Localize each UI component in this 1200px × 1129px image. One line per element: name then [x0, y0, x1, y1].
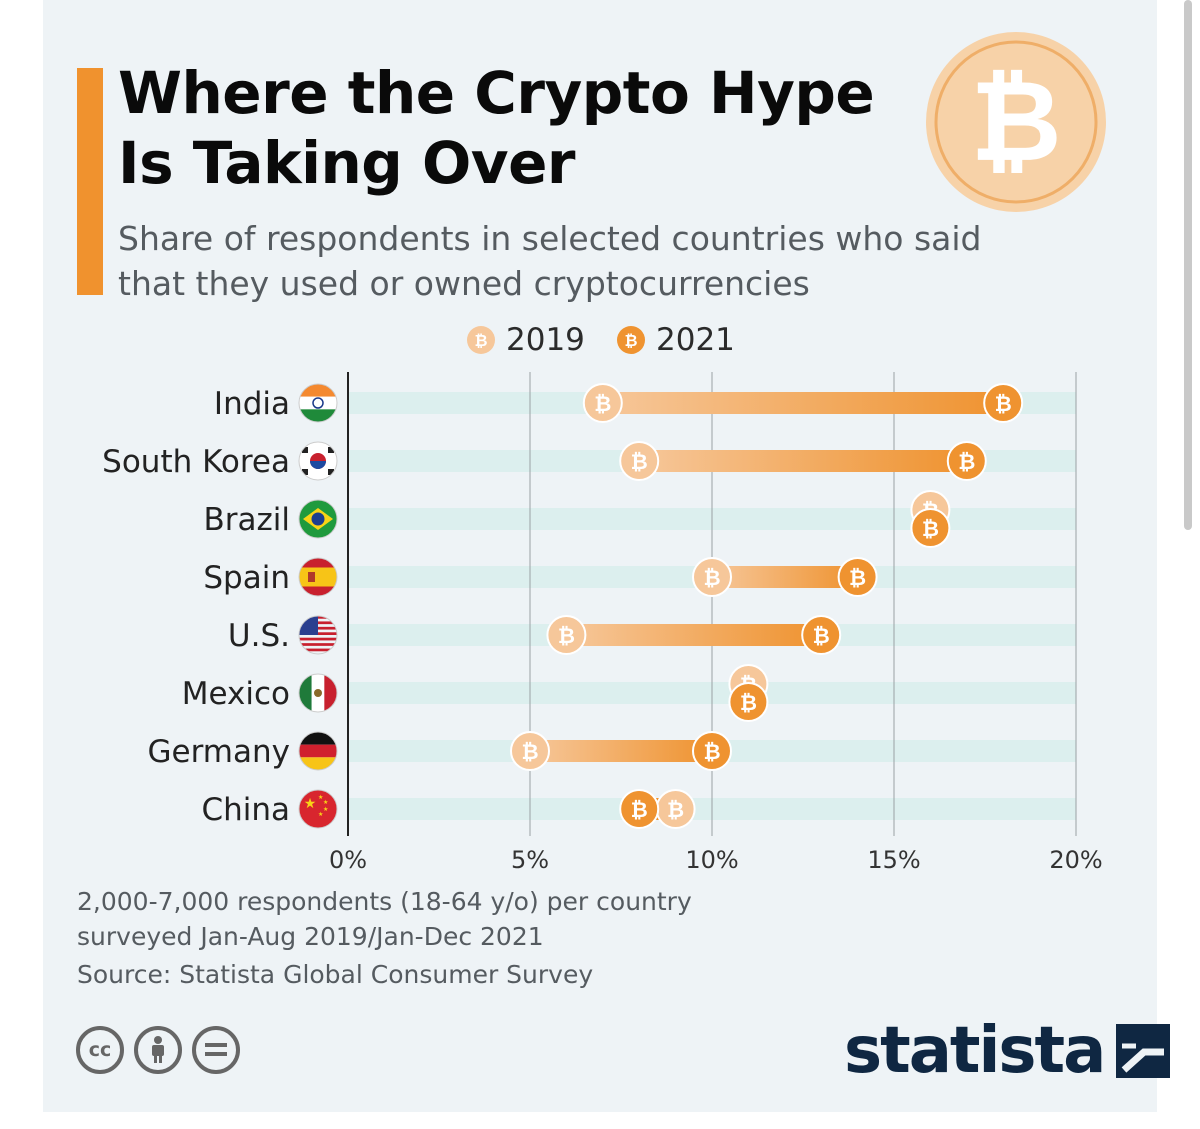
range-bar	[530, 740, 712, 762]
bitcoin-icon: ₿	[617, 326, 645, 354]
flag-mexico-icon	[298, 673, 338, 713]
bitcoin-icon: ₿	[926, 32, 1106, 212]
point-2021	[983, 383, 1024, 423]
range-bar	[566, 624, 822, 646]
statista-brand[interactable]: statista	[844, 1014, 1171, 1088]
svg-text:₿: ₿	[970, 57, 1061, 187]
country-label: U.S.	[228, 618, 290, 654]
point-2021	[728, 682, 769, 722]
bitcoin-icon: ₿	[558, 624, 575, 648]
flag-china-icon: ★ ★★★★	[298, 789, 338, 829]
bitcoin-icon: ₿	[740, 691, 757, 715]
person-icon[interactable]	[134, 1026, 182, 1074]
bitcoin-icon: ₿	[703, 566, 720, 590]
flag-india-icon	[298, 383, 338, 423]
legend-item-2021: ₿ 2021	[616, 322, 735, 358]
chart-subtitle: Share of respondents in selected countri…	[118, 219, 982, 303]
tick-label: 0%	[329, 846, 367, 874]
scrollbar[interactable]	[1184, 0, 1192, 530]
country-label: Spain	[203, 560, 290, 596]
country-label: Mexico	[182, 676, 290, 712]
point-2021	[619, 789, 660, 829]
point-2021	[837, 557, 878, 597]
statista-logo-icon	[1116, 1024, 1171, 1078]
range-bar	[639, 450, 967, 472]
country-label: India	[214, 386, 290, 422]
bitcoin-icon: ₿	[813, 624, 830, 648]
tick-label: 15%	[867, 846, 920, 874]
point-2021	[946, 441, 987, 481]
range-bar	[712, 566, 858, 588]
bitcoin-icon: ₿	[703, 740, 720, 764]
svg-text:★: ★	[318, 794, 323, 801]
bitcoin-icon: ₿	[521, 740, 538, 764]
flag-south-korea-icon	[298, 441, 338, 481]
accent-bar	[77, 68, 103, 295]
flag-spain-icon	[298, 557, 338, 597]
flag-us-icon	[298, 615, 338, 655]
bitcoin-icon: ₿	[922, 517, 939, 541]
flag-germany-icon	[298, 731, 338, 771]
country-label: South Korea	[102, 444, 290, 480]
legend-label-2021: 2021	[656, 322, 735, 358]
bitcoin-icon: ₿	[667, 798, 684, 822]
tick-label: 5%	[511, 846, 549, 874]
point-2021	[801, 615, 842, 655]
svg-text:★: ★	[304, 796, 317, 812]
bitcoin-icon: ₿	[631, 798, 648, 822]
bitcoin-icon: ₿	[849, 566, 866, 590]
chart-legend: ₿ 2019 ₿ 2021	[0, 322, 1200, 366]
brand-name: statista	[844, 1014, 1106, 1088]
point-2021	[692, 731, 732, 771]
bitcoin-icon: ₿	[467, 326, 495, 354]
license-icons: cc	[76, 1026, 240, 1074]
svg-text:★: ★	[323, 799, 328, 806]
cc-icon[interactable]: cc	[76, 1026, 124, 1074]
chart-title: Where the Crypto Hype Is Taking Over	[118, 59, 875, 197]
point-2021	[910, 508, 951, 548]
point-2019	[692, 557, 732, 597]
bitcoin-icon: ₿	[631, 450, 648, 474]
svg-text:₿: ₿	[624, 331, 637, 350]
point-2019	[546, 615, 587, 655]
point-2019	[510, 731, 550, 771]
point-2019	[619, 441, 660, 481]
country-label: Germany	[148, 734, 290, 770]
source-note: Source: Statista Global Consumer Survey	[77, 960, 594, 989]
tick-label: 20%	[1049, 846, 1102, 874]
svg-text:★: ★	[323, 806, 328, 813]
svg-text:★: ★	[318, 811, 323, 818]
country-label: China	[201, 792, 290, 828]
point-2019	[582, 383, 623, 423]
flag-brazil-icon	[298, 499, 338, 539]
country-label: Brazil	[203, 502, 290, 538]
equals-icon[interactable]	[192, 1026, 240, 1074]
svg-text:₿: ₿	[474, 331, 487, 350]
bitcoin-icon: ₿	[958, 450, 975, 474]
bitcoin-icon: ₿	[594, 392, 611, 416]
range-bar	[602, 392, 1004, 414]
legend-item-2019: ₿ 2019	[466, 322, 585, 358]
legend-label-2019: 2019	[506, 322, 585, 358]
bitcoin-icon: ₿	[995, 392, 1012, 416]
tick-label: 10%	[685, 846, 738, 874]
footnote: 2,000-7,000 respondents (18-64 y/o) per …	[77, 887, 692, 951]
